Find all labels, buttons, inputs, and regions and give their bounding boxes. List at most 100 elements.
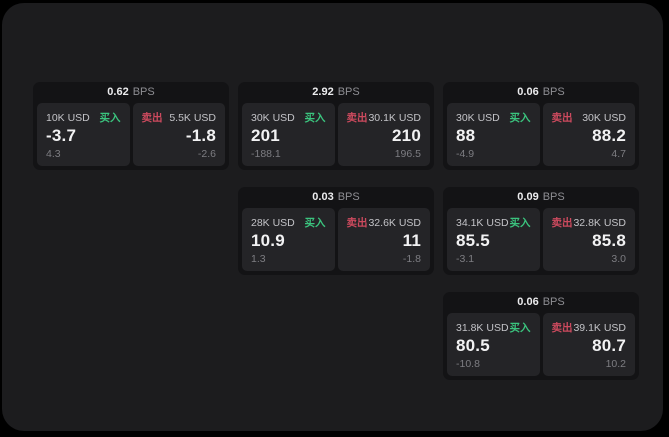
quote-card: 0.06 BPS 31.8K USD 买入 80.5 -10.8 卖出 39.1…: [443, 292, 639, 380]
buy-amount: 30K USD: [456, 112, 500, 124]
spread-unit-label: BPS: [542, 86, 565, 98]
buy-sub-value: -3.1: [456, 253, 475, 265]
spread-unit-label: BPS: [337, 86, 360, 98]
sell-sub-value: 10.2: [605, 358, 626, 370]
buy-price: 88: [456, 126, 476, 145]
buy-sub-value: -188.1: [251, 148, 281, 160]
sell-panel[interactable]: 卖出 30K USD 88.2 4.7: [542, 103, 635, 166]
sell-amount: 30K USD: [582, 112, 626, 124]
sell-amount: 39.1K USD: [573, 322, 626, 334]
spread-unit-label: BPS: [337, 191, 360, 203]
buy-panel-top: 31.8K USD 买入: [456, 320, 531, 335]
sell-sub-value: 4.7: [611, 148, 626, 160]
card-header: 2.92 BPS: [242, 82, 430, 103]
quote-card: 0.09 BPS 34.1K USD 买入 85.5 -3.1 卖出 32.8K…: [443, 187, 639, 275]
quote-card: 0.62 BPS 10K USD 买入 -3.7 4.3 卖出 5.5K USD…: [33, 82, 229, 170]
quote-card: 0.06 BPS 30K USD 买入 88 -4.9 卖出 30K USD 8…: [443, 82, 639, 170]
buy-amount: 10K USD: [46, 112, 90, 124]
buy-amount: 31.8K USD: [456, 322, 509, 334]
card-header: 0.03 BPS: [242, 187, 430, 208]
sell-sub-value: -2.6: [197, 148, 216, 160]
spread-value: 0.09: [517, 191, 539, 203]
sell-sub-value: 3.0: [611, 253, 626, 265]
spread-value: 0.06: [517, 296, 539, 308]
quote-card: 2.92 BPS 30K USD 买入 201 -188.1 卖出 30.1K …: [238, 82, 434, 170]
buy-panel[interactable]: 30K USD 买入 201 -188.1: [242, 103, 335, 166]
buy-side-label: 买入: [99, 112, 121, 124]
card-body: 34.1K USD 买入 85.5 -3.1 卖出 32.8K USD 85.8…: [447, 208, 635, 271]
sell-side-label: 卖出: [551, 322, 573, 334]
sell-sub-value: 196.5: [394, 148, 421, 160]
sell-panel-top: 卖出 32.6K USD: [347, 215, 422, 230]
buy-side-label: 买入: [509, 322, 531, 334]
buy-panel-top: 28K USD 买入: [251, 215, 326, 230]
sell-side-label: 卖出: [346, 112, 368, 124]
buy-panel-top: 30K USD 买入: [456, 110, 531, 125]
sell-side-label: 卖出: [551, 217, 573, 229]
sell-amount: 32.6K USD: [368, 217, 421, 229]
buy-side-label: 买入: [509, 217, 531, 229]
sell-price: 11: [402, 231, 421, 250]
sell-panel[interactable]: 卖出 32.6K USD 11 -1.8: [337, 208, 430, 271]
sell-price: 210: [392, 126, 421, 145]
sell-panel-top: 卖出 30.1K USD: [347, 110, 422, 125]
buy-amount: 30K USD: [251, 112, 295, 124]
spread-value: 0.03: [312, 191, 334, 203]
buy-price: 85.5: [456, 231, 490, 250]
spread-unit-label: BPS: [542, 296, 565, 308]
buy-side-label: 买入: [304, 217, 326, 229]
spread-unit-label: BPS: [132, 86, 155, 98]
buy-side-label: 买入: [304, 112, 326, 124]
quote-grid: 0.62 BPS 10K USD 买入 -3.7 4.3 卖出 5.5K USD…: [33, 82, 639, 380]
buy-panel[interactable]: 28K USD 买入 10.9 1.3: [242, 208, 335, 271]
buy-price: 80.5: [456, 336, 490, 355]
buy-sub-value: 4.3: [46, 148, 61, 160]
sell-price: 85.8: [592, 231, 626, 250]
buy-sub-value: -4.9: [456, 148, 475, 160]
card-body: 30K USD 买入 88 -4.9 卖出 30K USD 88.2 4.7: [447, 103, 635, 166]
sell-panel-top: 卖出 5.5K USD: [142, 110, 217, 125]
card-header: 0.09 BPS: [447, 187, 635, 208]
buy-panel[interactable]: 10K USD 买入 -3.7 4.3: [37, 103, 130, 166]
card-header: 0.06 BPS: [447, 82, 635, 103]
buy-sub-value: 1.3: [251, 253, 266, 265]
sell-amount: 32.8K USD: [573, 217, 626, 229]
sell-amount: 5.5K USD: [169, 112, 216, 124]
buy-price: 10.9: [251, 231, 285, 250]
sell-side-label: 卖出: [551, 112, 573, 124]
sell-price: 80.7: [592, 336, 626, 355]
buy-panel[interactable]: 34.1K USD 买入 85.5 -3.1: [447, 208, 540, 271]
buy-panel[interactable]: 30K USD 买入 88 -4.9: [447, 103, 540, 166]
sell-panel-top: 卖出 30K USD: [552, 110, 627, 125]
card-header: 0.06 BPS: [447, 292, 635, 313]
buy-panel[interactable]: 31.8K USD 买入 80.5 -10.8: [447, 313, 540, 376]
sell-panel[interactable]: 卖出 32.8K USD 85.8 3.0: [542, 208, 635, 271]
sell-amount: 30.1K USD: [368, 112, 421, 124]
buy-panel-top: 30K USD 买入: [251, 110, 326, 125]
spread-value: 0.62: [107, 86, 129, 98]
sell-side-label: 卖出: [346, 217, 368, 229]
buy-panel-top: 10K USD 买入: [46, 110, 121, 125]
sell-price: -1.8: [185, 126, 216, 145]
sell-price: 88.2: [592, 126, 626, 145]
card-body: 30K USD 买入 201 -188.1 卖出 30.1K USD 210 1…: [242, 103, 430, 166]
sell-panel-top: 卖出 32.8K USD: [552, 215, 627, 230]
card-body: 28K USD 买入 10.9 1.3 卖出 32.6K USD 11 -1.8: [242, 208, 430, 271]
buy-sub-value: -10.8: [456, 358, 480, 370]
app-window: 0.62 BPS 10K USD 买入 -3.7 4.3 卖出 5.5K USD…: [2, 3, 663, 431]
quote-card: 0.03 BPS 28K USD 买入 10.9 1.3 卖出 32.6K US…: [238, 187, 434, 275]
card-header: 0.62 BPS: [37, 82, 225, 103]
spread-value: 2.92: [312, 86, 334, 98]
buy-price: -3.7: [46, 126, 77, 145]
sell-panel[interactable]: 卖出 39.1K USD 80.7 10.2: [542, 313, 635, 376]
sell-panel[interactable]: 卖出 5.5K USD -1.8 -2.6: [132, 103, 225, 166]
sell-side-label: 卖出: [141, 112, 163, 124]
buy-amount: 34.1K USD: [456, 217, 509, 229]
buy-price: 201: [251, 126, 280, 145]
sell-panel[interactable]: 卖出 30.1K USD 210 196.5: [337, 103, 430, 166]
card-body: 31.8K USD 买入 80.5 -10.8 卖出 39.1K USD 80.…: [447, 313, 635, 376]
buy-side-label: 买入: [509, 112, 531, 124]
card-body: 10K USD 买入 -3.7 4.3 卖出 5.5K USD -1.8 -2.…: [37, 103, 225, 166]
sell-sub-value: -1.8: [402, 253, 421, 265]
